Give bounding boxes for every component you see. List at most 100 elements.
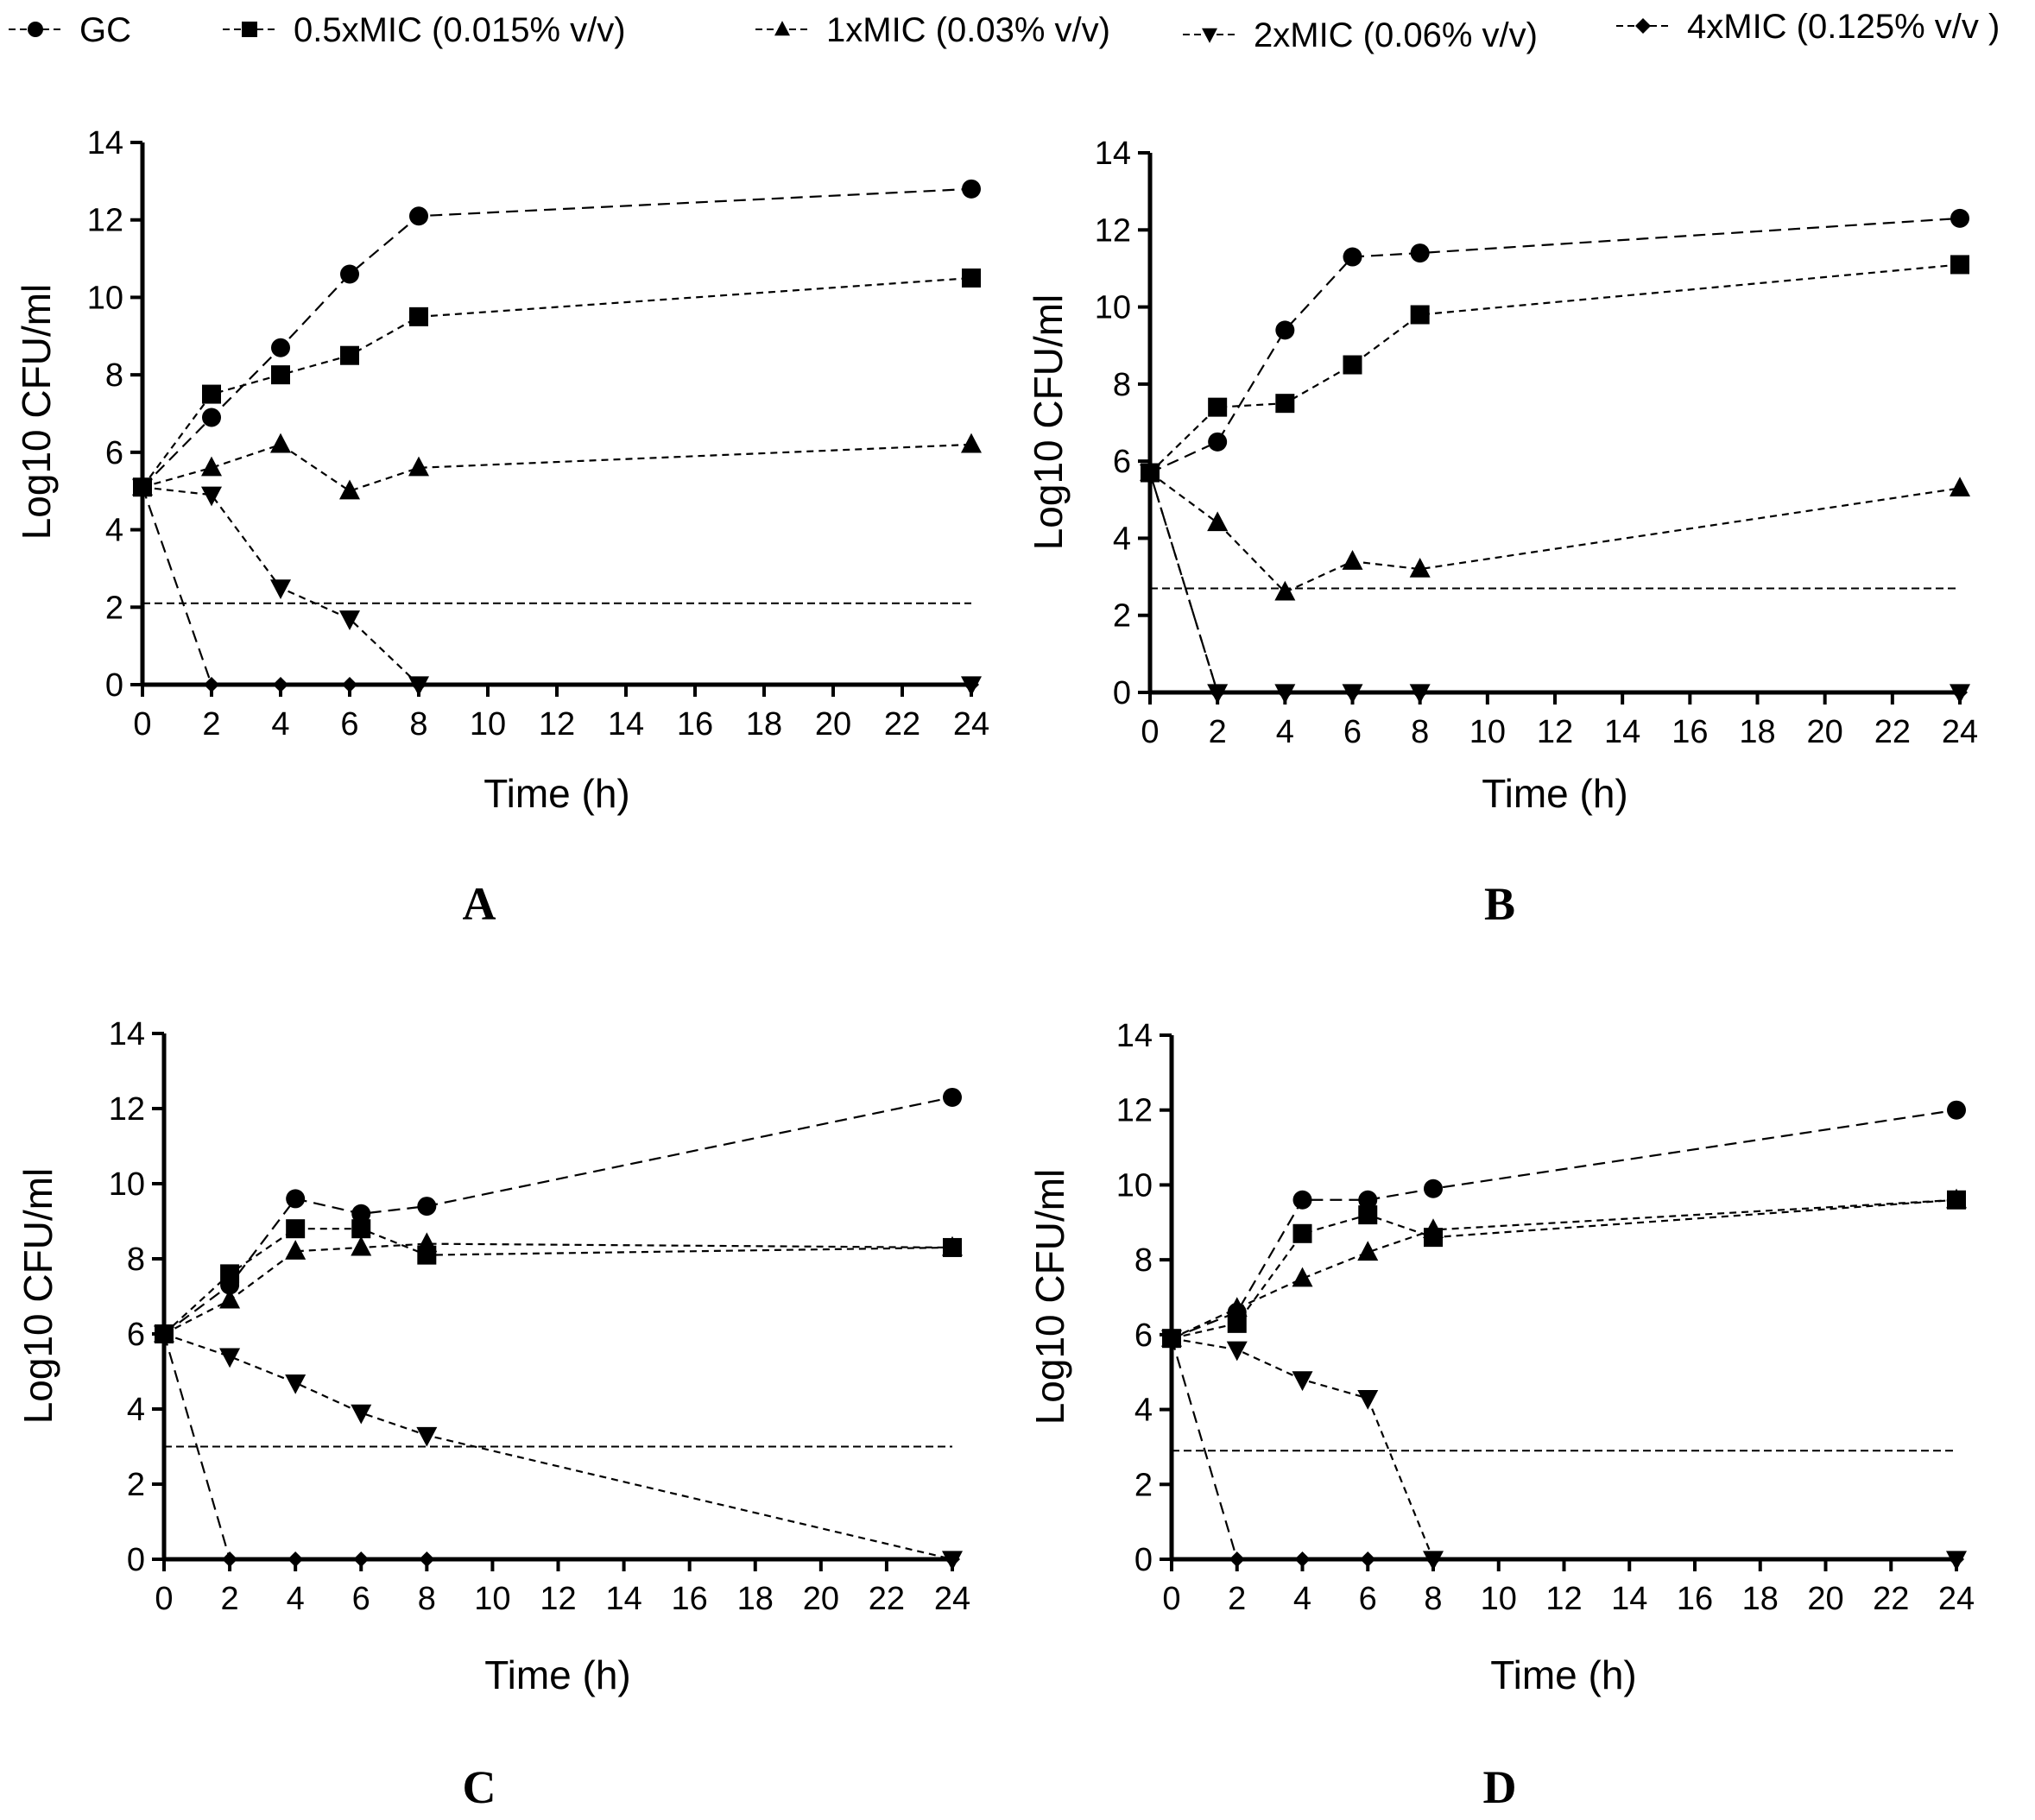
data-point xyxy=(409,206,428,226)
x-axis-title: Time (h) xyxy=(484,1653,631,1697)
data-point xyxy=(1358,1205,1378,1225)
data-point xyxy=(270,433,291,453)
data-point xyxy=(411,677,427,692)
x-tick-label: 16 xyxy=(677,706,713,743)
data-point xyxy=(156,1326,172,1342)
series-gc xyxy=(155,1087,962,1343)
series-line xyxy=(1148,472,1960,694)
series-line xyxy=(1148,472,1960,694)
data-point xyxy=(419,1551,435,1567)
data-point xyxy=(1357,1241,1379,1261)
x-tick-label: 16 xyxy=(1677,1581,1713,1617)
data-point xyxy=(285,1374,307,1394)
legend-item-two_mic: 2xMIC (0.06% v/v) xyxy=(1183,16,1538,54)
y-tick-label: 4 xyxy=(127,1392,145,1428)
data-point xyxy=(1226,1297,1248,1318)
series-half_mic xyxy=(1162,1190,1966,1349)
x-tick-label: 22 xyxy=(869,1581,905,1617)
data-point xyxy=(1227,1313,1247,1333)
y-tick-label: 12 xyxy=(1095,212,1131,249)
series-line xyxy=(1149,217,1961,474)
series-line xyxy=(142,187,972,489)
data-point xyxy=(220,1264,240,1284)
x-tick-label: 14 xyxy=(608,706,644,743)
data-point xyxy=(943,1087,962,1107)
data-point xyxy=(416,1426,438,1447)
data-point xyxy=(961,433,982,453)
x-tick-label: 4 xyxy=(271,706,289,743)
x-tick-label: 4 xyxy=(1293,1581,1311,1617)
x-tick-label: 4 xyxy=(1276,714,1294,750)
series-half_mic xyxy=(1141,255,1969,483)
legend-label: 2xMIC (0.06% v/v) xyxy=(1254,16,1538,54)
x-tick-label: 24 xyxy=(1938,1581,1975,1617)
data-point xyxy=(1208,432,1228,452)
data-point xyxy=(351,1204,371,1223)
x-tick-label: 14 xyxy=(605,1581,641,1617)
data-point xyxy=(202,408,221,427)
x-tick-label: 10 xyxy=(1469,714,1506,750)
series-two_mic xyxy=(132,478,982,697)
series-four_mic xyxy=(1142,464,1968,700)
x-tick-label: 2 xyxy=(202,706,220,743)
x-tick-label: 6 xyxy=(1359,1581,1377,1617)
x-tick-label: 18 xyxy=(1739,714,1775,750)
data-point xyxy=(285,1240,307,1260)
data-point xyxy=(219,1288,241,1309)
data-point xyxy=(271,365,290,385)
data-point xyxy=(409,306,428,326)
y-tick-label: 14 xyxy=(87,125,123,161)
series-line xyxy=(1171,1198,1957,1340)
legend-item-one_mic: 1xMIC (0.03% v/v) xyxy=(755,11,1110,49)
data-point xyxy=(1292,1223,1312,1243)
y-tick-label: 2 xyxy=(1134,1467,1153,1503)
x-axis-title: Time (h) xyxy=(1482,771,1628,816)
data-point xyxy=(1292,1190,1312,1210)
x-tick-label: 24 xyxy=(934,1581,970,1617)
data-point xyxy=(1292,1371,1313,1392)
x-tick-label: 0 xyxy=(1141,714,1159,750)
legend-label: 0.5xMIC (0.015% v/v) xyxy=(294,11,626,49)
series-line xyxy=(142,443,972,492)
legend-marker-triangle-up xyxy=(774,21,790,36)
data-point xyxy=(1425,1551,1441,1567)
x-axis-title: Time (h) xyxy=(1490,1653,1637,1697)
y-tick-label: 10 xyxy=(109,1166,145,1203)
data-point xyxy=(286,1219,306,1239)
data-point xyxy=(351,1219,371,1239)
data-point xyxy=(219,1348,241,1368)
y-tick-label: 12 xyxy=(109,1091,145,1128)
data-point xyxy=(1226,1341,1248,1362)
x-tick-label: 10 xyxy=(474,1581,510,1617)
data-point xyxy=(417,1197,437,1216)
data-point xyxy=(1292,1267,1313,1287)
series-line xyxy=(162,1333,952,1561)
x-tick-label: 12 xyxy=(540,1581,576,1617)
x-tick-label: 14 xyxy=(1604,714,1640,750)
data-point xyxy=(1342,550,1363,570)
panel-label: D xyxy=(1483,1761,1517,1813)
data-point xyxy=(1343,247,1362,267)
y-tick-label: 8 xyxy=(1134,1242,1153,1279)
data-point xyxy=(416,1232,438,1253)
legend-label: 1xMIC (0.03% v/v) xyxy=(826,11,1110,49)
y-axis-title: Log10 CFU/ml xyxy=(16,1168,60,1425)
y-tick-label: 4 xyxy=(105,513,123,549)
series-line xyxy=(163,1242,953,1335)
series-line xyxy=(1149,471,1961,594)
data-point xyxy=(942,1235,963,1256)
x-tick-label: 12 xyxy=(1545,1581,1582,1617)
data-point xyxy=(962,269,981,288)
series-gc xyxy=(1141,208,1969,483)
data-point xyxy=(339,610,360,630)
y-tick-label: 8 xyxy=(127,1242,145,1278)
y-tick-label: 10 xyxy=(1095,290,1131,326)
x-tick-label: 2 xyxy=(221,1581,239,1617)
data-point xyxy=(1952,685,1968,700)
data-point xyxy=(1294,1551,1311,1567)
data-point xyxy=(1947,1100,1966,1120)
y-tick-label: 8 xyxy=(105,357,123,394)
